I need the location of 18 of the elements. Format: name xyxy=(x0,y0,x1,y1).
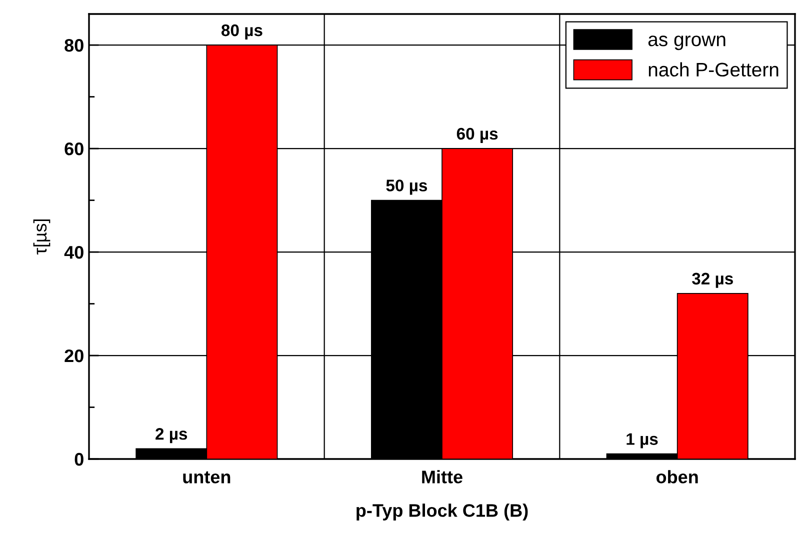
y-tick-label: 80 xyxy=(64,38,84,52)
x-tick-label: oben xyxy=(656,470,698,484)
legend-label: nach P-Gettern xyxy=(648,62,778,77)
data-label: 2 µs xyxy=(156,428,188,444)
data-label: 80 µs xyxy=(221,24,262,40)
data-label: 50 µs xyxy=(386,180,428,195)
y-tick-label: 60 xyxy=(64,142,84,156)
x-axis-title: p-Typ Block C1B (B) xyxy=(356,504,528,520)
y-tick-label: 40 xyxy=(64,246,84,259)
data-label: 1 µs xyxy=(626,433,658,448)
x-tick-label: Mitte xyxy=(422,470,462,484)
data-label: 32 µs xyxy=(692,272,733,288)
y-tick-label: 0 xyxy=(74,452,84,466)
data-label: 60 µs xyxy=(456,128,498,143)
y-axis-title: τ[µs] xyxy=(33,219,50,255)
y-tick-label: 20 xyxy=(64,349,84,362)
x-tick-label: unten xyxy=(183,471,230,484)
legend-label: as grown xyxy=(648,36,726,50)
